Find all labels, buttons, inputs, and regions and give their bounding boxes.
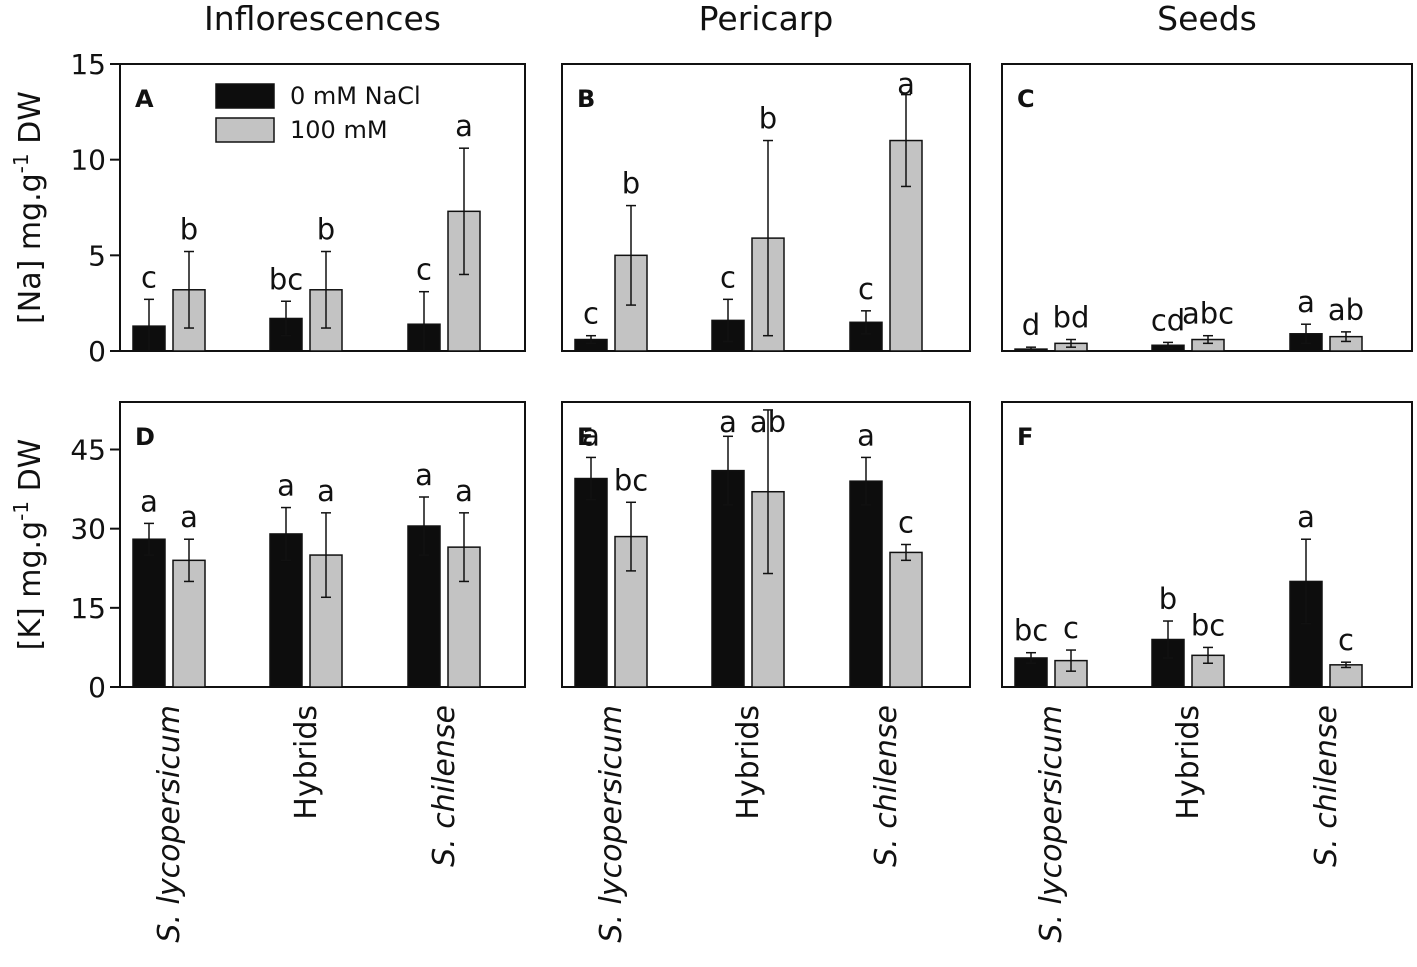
significance-letter: abc	[1182, 297, 1234, 331]
significance-letter: b	[759, 102, 777, 136]
x-category-label-text: S. lycopersicum	[152, 705, 187, 943]
x-category-label: S. chilense	[869, 705, 904, 867]
column-title: Pericarp	[699, 0, 834, 38]
panel-letter: B	[577, 85, 595, 113]
y-axis-label-main: [Na] mg.g	[13, 173, 48, 324]
y-tick-label: 5	[88, 239, 106, 272]
legend-swatch-salt	[215, 117, 275, 143]
x-category-label-text: Hybrids	[289, 705, 324, 820]
significance-letter: c	[583, 297, 599, 331]
bar-salt	[1191, 654, 1225, 688]
y-axis-label-text: [K] mg.g-1 DW	[9, 439, 48, 651]
y-axis-label: [K] mg.g-1 DW	[9, 439, 48, 651]
panel-D: Da aa a a aS. lycopersicum Hybrids S. chilense	[119, 401, 526, 943]
column-title: Seeds	[1157, 0, 1257, 38]
significance-letter: a	[277, 469, 295, 503]
legend-label-control: 0 mM NaCl	[290, 82, 421, 110]
significance-letter: bd	[1053, 301, 1090, 335]
significance-letter: cd	[1151, 303, 1185, 337]
significance-letter: a	[857, 418, 875, 452]
significance-letter: a	[897, 67, 915, 101]
significance-letter: bc	[1191, 608, 1225, 642]
panel-letter: C	[1017, 85, 1035, 113]
bar-salt	[889, 551, 923, 688]
x-category-label-text: Hybrids	[731, 705, 766, 820]
significance-letter: b	[317, 213, 335, 247]
x-category-label-text: S. chilense	[869, 705, 904, 867]
y-tick-label: 45	[70, 434, 106, 467]
y-tick-label: 15	[70, 592, 106, 625]
significance-letter: bc	[1014, 614, 1048, 648]
y-axis-label-sup: -1	[9, 153, 33, 173]
y-axis-label-tail: DW	[13, 91, 48, 153]
x-category-label: S. lycopersicum	[1034, 705, 1069, 943]
y-tick-label: 0	[88, 335, 106, 368]
significance-letter: c	[141, 260, 157, 294]
y-axis-label: [Na] mg.g-1 DW	[9, 91, 48, 324]
significance-letter: bc	[614, 463, 648, 497]
y-tick-label: 30	[70, 513, 106, 546]
significance-letter: b	[1159, 582, 1177, 616]
significance-letter: d	[1022, 308, 1040, 342]
x-category-label-text: S. chilense	[1309, 705, 1344, 867]
significance-letter: ab	[1328, 293, 1364, 327]
significance-letter: c	[1063, 611, 1079, 645]
y-tick-label: 10	[70, 144, 106, 177]
x-category-label: Hybrids	[731, 705, 766, 820]
panel-letter: A	[135, 85, 154, 113]
significance-letter: a	[415, 458, 433, 492]
significance-letter: c	[416, 253, 432, 287]
panel-letter: F	[1017, 423, 1033, 451]
significance-letter: b	[180, 213, 198, 247]
x-category-label-text: S. chilense	[427, 705, 462, 867]
significance-letter: c	[898, 506, 914, 540]
significance-letter: ab	[750, 405, 786, 439]
x-category-label: S. lycopersicum	[594, 705, 629, 943]
x-category-label-text: S. lycopersicum	[594, 705, 629, 943]
significance-letter: c	[720, 260, 736, 294]
legend: 0 mM NaCl 100 mM	[215, 82, 421, 144]
significance-letter: a	[317, 474, 335, 508]
significance-letter: a	[140, 484, 158, 518]
significance-letter: a	[1297, 285, 1315, 319]
x-category-label: S. lycopersicum	[152, 705, 187, 943]
y-axis-label-text: [Na] mg.g-1 DW	[9, 91, 48, 324]
y-axis-label-main: [K] mg.g	[13, 521, 48, 650]
x-category-label: S. chilense	[427, 705, 462, 867]
x-category-label-text: Hybrids	[1171, 705, 1206, 820]
x-category-label: Hybrids	[289, 705, 324, 820]
legend-label-salt: 100 mM	[290, 116, 388, 144]
significance-letter: a	[1297, 500, 1315, 534]
significance-letter: bc	[269, 262, 303, 296]
x-category-label-text: S. lycopersicum	[1034, 705, 1069, 943]
significance-letter: a	[582, 418, 600, 452]
significance-letter: a	[455, 109, 473, 143]
bar-control	[849, 480, 883, 688]
bar-control	[132, 538, 166, 688]
y-axis-label-sup: -1	[9, 501, 33, 521]
significance-letter: c	[1338, 623, 1354, 657]
bar-control	[574, 477, 608, 688]
y-axis-label-tail: DW	[13, 439, 48, 501]
y-tick-label: 15	[70, 48, 106, 81]
x-category-label: Hybrids	[1171, 705, 1206, 820]
panel-frame	[1001, 401, 1413, 688]
panel-B: Bc b c b c a	[561, 63, 971, 352]
significance-letter: a	[719, 405, 737, 439]
x-category-label: S. chilense	[1309, 705, 1344, 867]
significance-letter: c	[858, 272, 874, 306]
column-title: Inflorescences	[204, 0, 441, 38]
y-tick-label: 0	[88, 671, 106, 704]
significance-letter: a	[455, 474, 473, 508]
significance-letter: a	[180, 500, 198, 534]
panel-letter: E	[577, 423, 593, 451]
significance-letter: b	[622, 167, 640, 201]
panel-letter: D	[135, 423, 155, 451]
legend-swatch-control	[215, 83, 275, 109]
